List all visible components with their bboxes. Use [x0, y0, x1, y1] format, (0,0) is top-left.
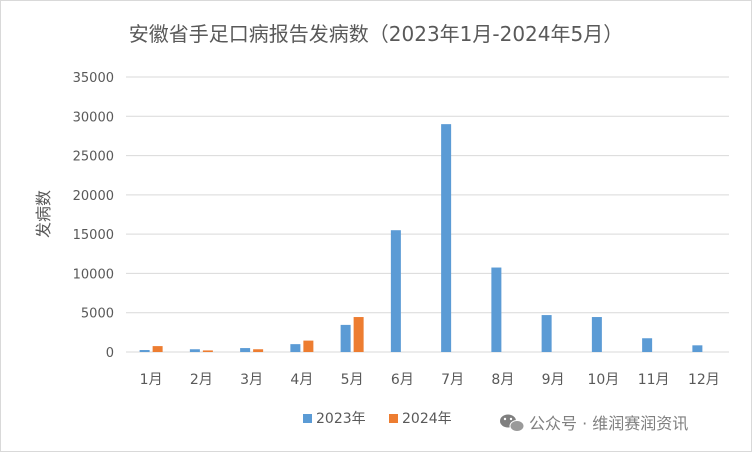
x-tick-label: 2月	[190, 372, 213, 388]
bar-2023年-4月	[290, 344, 301, 352]
watermark-text: 公众号 · 维润赛润资讯	[529, 414, 688, 433]
wechat-icon	[500, 414, 525, 432]
legend-label-2024: 2024年	[402, 411, 452, 427]
bar-2024年-3月	[253, 349, 264, 352]
bar-2023年-6月	[390, 230, 401, 352]
bars	[139, 124, 703, 353]
bar-2024年-2月	[202, 350, 213, 352]
bar-2023年-2月	[189, 349, 200, 352]
x-tick-label: 5月	[341, 372, 364, 388]
bar-2023年-12月	[692, 345, 703, 352]
y-axis-ticks: 0 5000 10000 15000 20000 25000 30000 35000	[73, 71, 114, 361]
bar-2023年-1月	[139, 350, 150, 352]
y-tick-label: 25000	[73, 150, 114, 165]
legend: 2023年 2024年	[303, 411, 452, 427]
legend-swatch-2023	[303, 414, 312, 423]
bar-2023年-7月	[441, 124, 452, 353]
x-tick-label: 9月	[542, 372, 565, 388]
x-tick-label: 8月	[491, 372, 514, 388]
bar-2024年-4月	[303, 340, 314, 352]
y-tick-label: 10000	[73, 267, 114, 282]
y-tick-label: 20000	[73, 189, 114, 204]
watermark: 公众号 · 维润赛润资讯	[500, 414, 688, 433]
x-axis-ticks: 1月 2月 3月 4月 5月 6月 7月 8月 9月 10月 11月 12月	[140, 372, 720, 388]
bar-2023年-9月	[541, 315, 552, 352]
legend-label-2023: 2023年	[316, 411, 366, 427]
y-tick-label: 15000	[73, 228, 114, 243]
y-tick-label: 5000	[81, 307, 114, 322]
x-tick-label: 3月	[240, 372, 263, 388]
chart-title: 安徽省手足口病报告发病数（2023年1月-2024年5月）	[129, 22, 623, 46]
y-axis-label: 发病数	[34, 190, 53, 238]
x-tick-label: 12月	[688, 372, 720, 388]
bar-2024年-5月	[353, 317, 364, 352]
bar-2023年-11月	[642, 338, 653, 352]
x-tick-label: 6月	[391, 372, 414, 388]
x-tick-label: 10月	[587, 372, 619, 388]
x-tick-label: 4月	[290, 372, 313, 388]
bar-2023年-5月	[340, 324, 351, 352]
legend-swatch-2024	[389, 414, 398, 423]
x-tick-label: 7月	[441, 372, 464, 388]
bar-2023年-3月	[240, 348, 251, 352]
y-tick-label: 30000	[73, 110, 114, 125]
bar-2024年-1月	[152, 346, 163, 352]
bar-2023年-8月	[491, 267, 502, 352]
x-tick-label: 11月	[638, 372, 670, 388]
x-tick-label: 1月	[140, 372, 163, 388]
bar-2023年-10月	[591, 317, 602, 352]
y-tick-label: 35000	[73, 71, 114, 86]
y-tick-label: 0	[106, 346, 114, 361]
gridlines	[126, 76, 729, 314]
